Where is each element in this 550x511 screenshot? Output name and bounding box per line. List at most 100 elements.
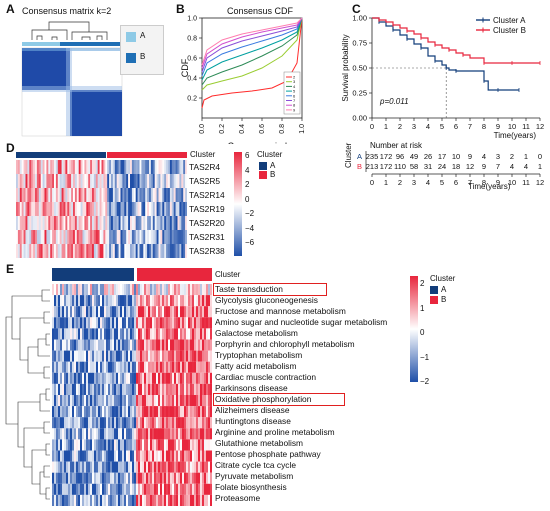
cdf-ytick-label: 1.0 (187, 16, 197, 23)
heat-cell-e (60, 350, 63, 362)
heat-cell-e (166, 295, 169, 307)
heat-cell-e (202, 339, 205, 351)
heat-cell-e (158, 306, 161, 318)
heat-cell-e (86, 317, 89, 329)
heat-cell-e (86, 439, 89, 451)
heat-cell-e (178, 295, 181, 307)
heat-cell-e (192, 328, 195, 340)
heat-cell-e (140, 439, 143, 451)
heat-cell-e (136, 350, 139, 362)
heat-cell-d (44, 230, 47, 244)
heat-cell-d (40, 160, 43, 174)
heat-cell-e (204, 428, 207, 440)
heat-cell-d (95, 188, 98, 202)
heat-cell-e (84, 339, 87, 351)
heat-cell-e (88, 395, 91, 407)
heat-cell-e (206, 472, 209, 484)
heat-cell-e (152, 295, 155, 307)
heat-cell-d (40, 230, 43, 244)
heat-cell-d (46, 216, 49, 230)
heat-cell-e (110, 284, 113, 296)
heat-cell-e (150, 295, 153, 307)
heat-cell-d (16, 174, 19, 188)
heat-cell-e (176, 483, 179, 495)
heat-cell-e (70, 350, 73, 362)
km-ylabel: Survival probability (342, 34, 350, 101)
heat-cell-e (74, 350, 77, 362)
heat-cell-d (73, 244, 76, 258)
heat-cell-e (174, 328, 177, 340)
heat-cell-e (144, 439, 147, 451)
heat-cell-e (114, 406, 117, 418)
heat-cell-e (182, 317, 185, 329)
heat-cell-d (185, 174, 187, 188)
heat-cell-e (84, 494, 87, 506)
heat-cell-e (112, 295, 115, 307)
heat-cell-d (38, 188, 41, 202)
heat-cell-e (152, 328, 155, 340)
heat-cell-e (116, 450, 119, 462)
risk-xlabel: Time(years) (468, 182, 511, 191)
heat-cell-e (154, 450, 157, 462)
heat-cell-e (134, 461, 137, 473)
heat-cell-e (122, 395, 125, 407)
heat-cell-e (190, 339, 193, 351)
heat-cell-e (100, 395, 103, 407)
heat-cell-e (72, 428, 75, 440)
heat-cell-e (74, 417, 77, 429)
heat-cell-e (204, 439, 207, 451)
heat-cell-d (143, 216, 146, 230)
heat-cell-e (150, 339, 153, 351)
heat-cell-e (92, 317, 95, 329)
heat-cell-e (192, 483, 195, 495)
heat-cell-e (90, 306, 93, 318)
heat-cell-e (128, 383, 131, 395)
heat-cell-d (88, 188, 91, 202)
heat-cell-e (104, 450, 107, 462)
heat-cell-e (210, 328, 212, 340)
heat-cell-d (48, 216, 51, 230)
heat-cell-e (160, 361, 163, 373)
heat-cell-d (59, 188, 62, 202)
heat-cell-e (202, 450, 205, 462)
heat-cell-d (78, 244, 81, 258)
heat-cell-d (65, 174, 68, 188)
heat-cell-e (192, 306, 195, 318)
heat-cell-e (88, 439, 91, 451)
heat-cell-e (66, 428, 69, 440)
heat-cell-e (56, 483, 59, 495)
heat-cell-e (132, 317, 135, 329)
heat-cell-e (128, 472, 131, 484)
heat-cell-e (80, 383, 83, 395)
heat-cell-d (63, 244, 66, 258)
heat-cell-e (90, 383, 93, 395)
heat-cell-d (101, 160, 104, 174)
heat-cell-e (56, 428, 59, 440)
heat-cell-e (88, 472, 91, 484)
heat-cell-e (158, 295, 161, 307)
heat-cell-e (60, 472, 63, 484)
heat-cell-e (126, 494, 129, 506)
heat-cell-e (68, 295, 71, 307)
heat-cell-e (106, 395, 109, 407)
heat-cell-e (56, 306, 59, 318)
heat-cell-d (130, 174, 133, 188)
heat-cell-e (126, 361, 129, 373)
heat-cell-d (57, 174, 60, 188)
heat-cell-e (176, 317, 179, 329)
heat-cell-d (145, 174, 148, 188)
heat-cell-e (140, 328, 143, 340)
heat-cell-d (21, 174, 24, 188)
heat-cell-d (35, 174, 38, 188)
heat-cell-e (156, 494, 159, 506)
heat-cell-e (100, 494, 103, 506)
heat-cell-e (126, 306, 129, 318)
heat-cell-e (156, 328, 159, 340)
heat-cell-e (206, 461, 209, 473)
heat-cell-d (82, 202, 85, 216)
heat-cell-e (198, 317, 201, 329)
heat-cell-e (158, 450, 161, 462)
heat-cell-e (108, 295, 111, 307)
cdf-series-8 (201, 17, 303, 69)
heat-cell-e (122, 284, 125, 296)
